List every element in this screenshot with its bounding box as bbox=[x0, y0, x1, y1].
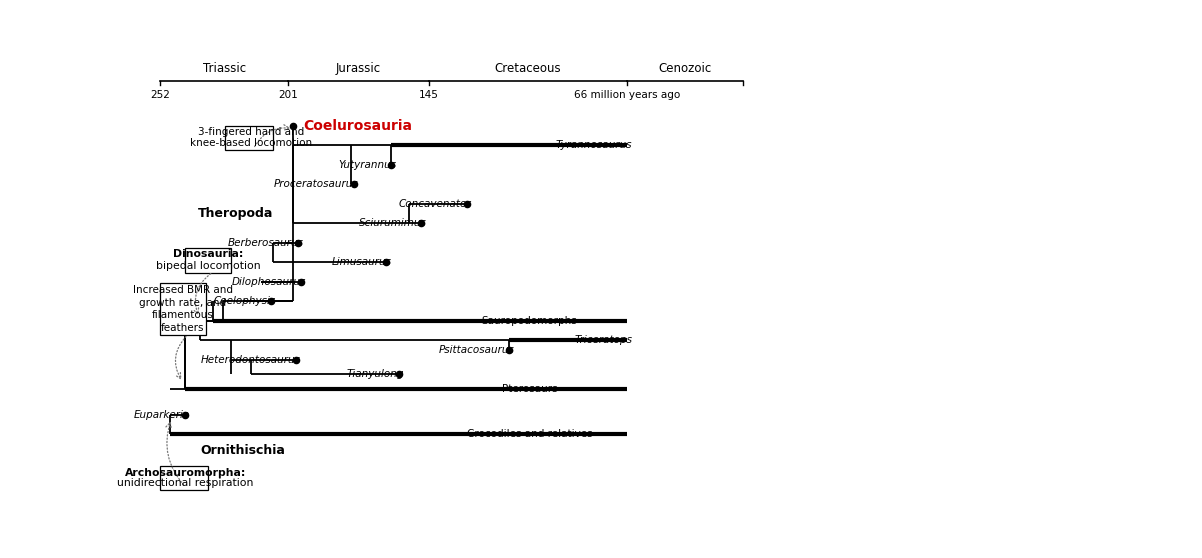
FancyBboxPatch shape bbox=[160, 283, 206, 335]
Text: Sciurumimus: Sciurumimus bbox=[358, 218, 427, 228]
Text: Crocodiles and relatives: Crocodiles and relatives bbox=[466, 429, 593, 439]
Text: Coelophysis: Coelophysis bbox=[214, 296, 275, 306]
Text: Archosauromorpha:: Archosauromorpha: bbox=[125, 468, 246, 478]
Point bbox=[175, 410, 195, 419]
Point bbox=[376, 258, 395, 267]
Text: Cretaceous: Cretaceous bbox=[495, 62, 561, 75]
Point bbox=[500, 345, 519, 355]
Text: Pterosaurs: Pterosaurs bbox=[501, 384, 558, 394]
Point bbox=[291, 277, 310, 286]
Text: 145: 145 bbox=[419, 90, 439, 100]
Text: Triceratops: Triceratops bbox=[575, 335, 632, 345]
Text: Heterodontosaurus: Heterodontosaurus bbox=[201, 355, 300, 365]
FancyBboxPatch shape bbox=[226, 126, 273, 150]
FancyBboxPatch shape bbox=[185, 248, 231, 273]
Point bbox=[261, 297, 280, 306]
Text: 3-fingered hand and: 3-fingered hand and bbox=[197, 127, 304, 137]
Text: Tyrannosaurus: Tyrannosaurus bbox=[555, 140, 632, 150]
Text: Theropoda: Theropoda bbox=[198, 207, 273, 220]
Point bbox=[286, 355, 305, 364]
Text: 66 million years ago: 66 million years ago bbox=[575, 90, 680, 100]
Text: Cenozoic: Cenozoic bbox=[659, 62, 712, 75]
Text: Tianyulong: Tianyulong bbox=[346, 369, 404, 378]
Text: growth rate, and: growth rate, and bbox=[139, 298, 226, 308]
Text: Berberosaurus: Berberosaurus bbox=[227, 238, 303, 248]
Text: Dilophosaurus: Dilophosaurus bbox=[232, 277, 307, 287]
Text: Psittacosaurus: Psittacosaurus bbox=[439, 345, 514, 355]
Text: filamentous: filamentous bbox=[151, 310, 214, 320]
Point bbox=[389, 369, 409, 378]
Text: Proceratosaurus: Proceratosaurus bbox=[274, 179, 358, 189]
Point bbox=[344, 180, 363, 189]
Point bbox=[288, 238, 308, 247]
Text: Euparkeria: Euparkeria bbox=[135, 410, 190, 420]
Text: Coelurosauria: Coelurosauria bbox=[303, 118, 412, 133]
Text: Jurassic: Jurassic bbox=[337, 62, 381, 75]
Text: knee-based locomotion: knee-based locomotion bbox=[190, 138, 311, 148]
Text: Dinosauria:: Dinosauria: bbox=[173, 249, 243, 259]
Text: Ornithischia: Ornithischia bbox=[201, 444, 286, 457]
Text: feathers: feathers bbox=[161, 323, 204, 333]
Point bbox=[412, 219, 432, 228]
Text: Yutyrannus: Yutyrannus bbox=[338, 160, 397, 170]
Text: Triassic: Triassic bbox=[203, 62, 246, 75]
Point bbox=[382, 160, 401, 169]
Text: Increased BMR and: Increased BMR and bbox=[133, 285, 233, 295]
Text: Concavenator: Concavenator bbox=[399, 199, 471, 209]
Point bbox=[284, 121, 303, 130]
Text: 201: 201 bbox=[279, 90, 298, 100]
Text: bipedal locomotion: bipedal locomotion bbox=[156, 261, 261, 271]
FancyBboxPatch shape bbox=[160, 466, 208, 490]
Text: unidirectional respiration: unidirectional respiration bbox=[118, 478, 254, 488]
Text: Limusaurus: Limusaurus bbox=[332, 257, 392, 267]
Text: 252: 252 bbox=[150, 90, 171, 100]
Text: Sauropodomorphs: Sauropodomorphs bbox=[482, 316, 577, 326]
Point bbox=[457, 199, 476, 208]
